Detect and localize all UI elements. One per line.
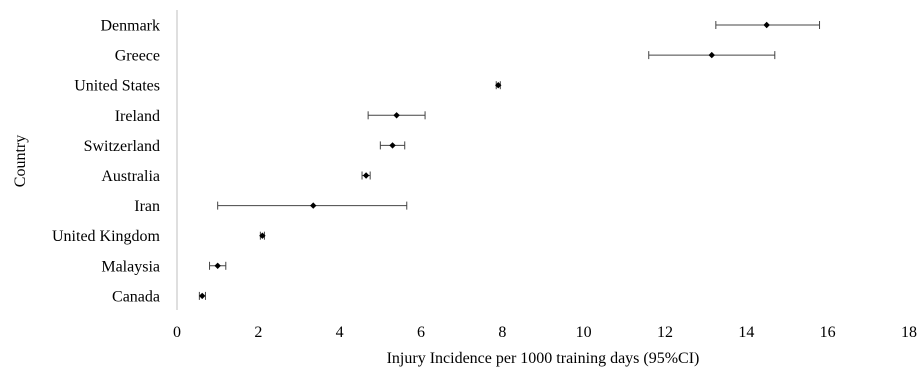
country-label: Iran	[134, 198, 160, 215]
x-tick-label: 10	[576, 324, 592, 341]
x-tick-label: 18	[901, 324, 917, 341]
country-label: United States	[74, 78, 160, 95]
data-point	[708, 51, 715, 59]
x-tick-label: 8	[498, 324, 506, 341]
country-label: Greece	[115, 48, 160, 65]
x-tick-label: 4	[336, 324, 344, 341]
data-point	[495, 82, 502, 89]
country-label: Ireland	[115, 108, 160, 125]
country-label: Canada	[112, 288, 160, 305]
x-tick-label: 6	[417, 324, 425, 341]
x-tick-label: 12	[657, 324, 673, 341]
x-tick-label: 14	[738, 324, 754, 341]
x-tick-label: 16	[820, 324, 836, 341]
country-label: Switzerland	[84, 138, 160, 155]
data-point	[763, 21, 770, 29]
data-point	[362, 172, 370, 179]
country-label: Australia	[101, 168, 160, 185]
error-bars	[198, 21, 821, 300]
x-axis-title: Injury Incidence per 1000 training days …	[387, 350, 700, 367]
data-points	[199, 21, 770, 300]
country-label: Malaysia	[101, 258, 160, 275]
data-point	[393, 112, 400, 119]
country-labels: Denmark Greece United States Ireland Switzer…	[52, 18, 161, 306]
country-label: United Kingdom	[52, 228, 161, 245]
data-point	[310, 202, 317, 209]
country-label: Denmark	[100, 18, 160, 35]
x-tick-label: 2	[254, 324, 262, 341]
data-point	[389, 142, 396, 149]
x-axis: 0 2 4 6 8 10 12 14 16 18	[173, 324, 917, 341]
x-tick-label: 0	[173, 324, 181, 341]
y-axis-title: Country	[12, 135, 29, 187]
data-point	[199, 292, 206, 300]
data-point	[259, 232, 266, 239]
data-point	[214, 262, 221, 269]
